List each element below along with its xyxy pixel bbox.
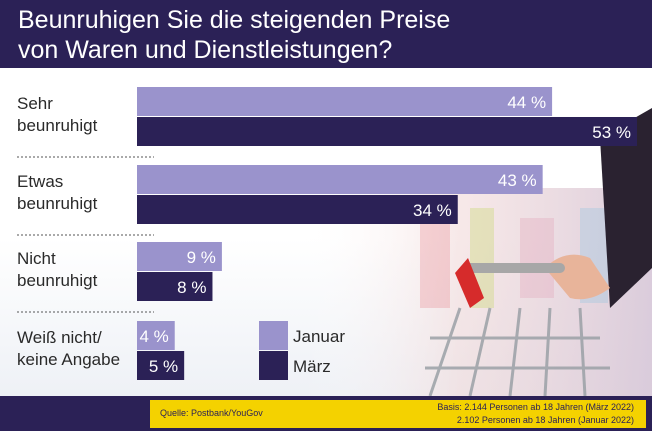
bar-maerz xyxy=(137,117,637,146)
legend-label: März xyxy=(293,357,331,376)
value-label: 8 % xyxy=(177,278,206,297)
category-label: Etwas xyxy=(17,172,63,191)
legend-swatch-maerz xyxy=(259,351,288,380)
value-label: 9 % xyxy=(187,248,216,267)
chart-area: Sehr beunruhigt 44 % 53 % Etwas beunruhigt 43 … xyxy=(0,68,652,396)
category-label: Weiß nicht/ xyxy=(17,328,102,347)
basis-text-2: 2.102 Personen ab 18 Jahren (Januar 2022… xyxy=(456,415,634,425)
bar-januar xyxy=(137,87,553,116)
category-label: Sehr xyxy=(17,94,53,113)
basis-text-1: Basis: 2.144 Personen ab 18 Jahren (März… xyxy=(437,402,634,412)
value-label: 5 % xyxy=(149,357,178,376)
value-label: 43 % xyxy=(498,171,537,190)
bar-maerz xyxy=(137,195,458,224)
chart-title-line-1: Beunruhigen Sie die steigenden Preise xyxy=(18,6,451,34)
bar-maerz xyxy=(137,351,185,380)
bar-januar xyxy=(137,321,175,350)
category-label: beunruhigt xyxy=(17,194,98,213)
value-label: 4 % xyxy=(139,327,168,346)
value-label: 44 % xyxy=(507,93,546,112)
legend-swatch-januar xyxy=(259,321,288,350)
title-bar: Beunruhigen Sie die steigenden Preise vo… xyxy=(0,0,652,68)
bar-maerz xyxy=(137,272,213,301)
category-label: Nicht xyxy=(17,249,56,268)
bar-januar xyxy=(137,165,543,194)
cart-handle-red xyxy=(455,258,484,308)
bar-januar xyxy=(137,242,222,271)
value-label: 53 % xyxy=(592,123,631,142)
category-label: beunruhigt xyxy=(17,116,98,135)
footer-panel: Quelle: Postbank/YouGov Basis: 2.144 Per… xyxy=(150,400,646,428)
chart-title-line-2: von Waren und Dienstleistungen? xyxy=(18,36,393,64)
legend-label: Januar xyxy=(293,327,345,346)
source-text: Quelle: Postbank/YouGov xyxy=(160,408,263,418)
value-label: 34 % xyxy=(413,201,452,220)
category-label: beunruhigt xyxy=(17,271,98,290)
shopping-cart-photo xyxy=(300,108,652,396)
category-label: keine Angabe xyxy=(17,350,120,369)
arm-shape xyxy=(600,108,652,308)
bar-chart: Sehr beunruhigt 44 % 53 % Etwas beunruhigt 43 … xyxy=(17,87,637,380)
